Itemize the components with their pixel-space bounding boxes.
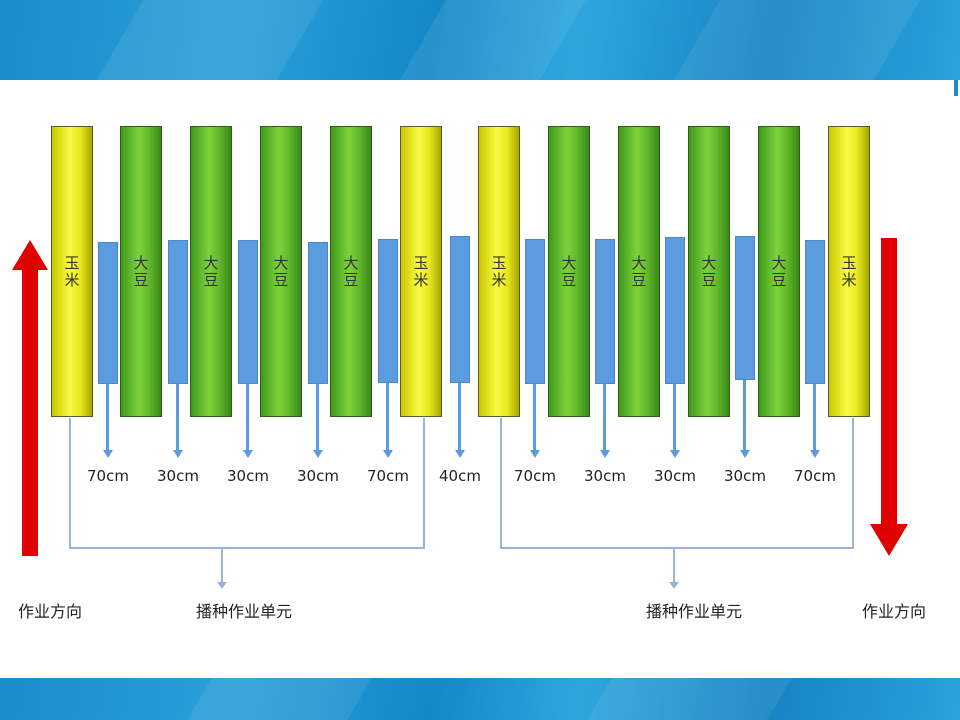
corn-row: 玉米 xyxy=(400,126,442,417)
bracket-left-stem xyxy=(221,549,223,583)
bracket-right-end xyxy=(852,418,854,548)
row-spacing-label: 70cm xyxy=(367,467,409,485)
gap-pointer xyxy=(458,383,461,450)
crop-label: 大豆 xyxy=(343,254,359,289)
gap-pointer xyxy=(743,380,746,450)
gap-pointer xyxy=(673,384,676,450)
gap-arrow-icon xyxy=(669,450,680,458)
gap-pointer xyxy=(176,384,179,450)
unit-label-left: 播种作业单元 xyxy=(196,602,293,621)
row-spacing-label: 70cm xyxy=(794,467,836,485)
gap-pointer xyxy=(106,384,109,450)
crop-label: 玉米 xyxy=(64,254,80,289)
crop-label: 玉米 xyxy=(413,254,429,289)
crop-label: 玉米 xyxy=(491,254,507,289)
bracket-left-start xyxy=(69,418,71,548)
gap-pointer xyxy=(533,384,536,450)
footer-banner xyxy=(0,678,960,720)
row-gap-strip xyxy=(450,236,470,383)
gap-pointer xyxy=(813,384,816,450)
row-spacing-label: 30cm xyxy=(297,467,339,485)
crop-label: 玉米 xyxy=(841,254,857,289)
soybean-row: 大豆 xyxy=(758,126,800,417)
gap-arrow-icon xyxy=(242,450,253,458)
row-spacing-label: 30cm xyxy=(227,467,269,485)
gap-arrow-icon xyxy=(102,450,113,458)
row-gap-strip xyxy=(665,237,685,384)
bracket-left-arrow-icon xyxy=(217,582,227,589)
arrow-down-icon xyxy=(870,238,908,556)
crop-label: 大豆 xyxy=(133,254,149,289)
gap-pointer xyxy=(246,384,249,450)
bracket-right-bar xyxy=(500,547,854,549)
gap-pointer xyxy=(603,384,606,450)
arrow-up-icon xyxy=(12,240,48,556)
unit-label-right: 播种作业单元 xyxy=(646,602,743,621)
gap-arrow-icon xyxy=(599,450,610,458)
crop-label: 大豆 xyxy=(203,254,219,289)
row-gap-strip xyxy=(168,240,188,384)
crop-label: 大豆 xyxy=(771,254,787,289)
bracket-left-end xyxy=(423,418,425,548)
crop-label: 大豆 xyxy=(273,254,289,289)
header-banner xyxy=(0,0,960,80)
crop-label: 大豆 xyxy=(701,254,717,289)
row-gap-strip xyxy=(805,240,825,384)
crop-label: 大豆 xyxy=(631,254,647,289)
corn-row: 玉米 xyxy=(51,126,93,417)
row-gap-strip xyxy=(525,239,545,384)
row-spacing-label: 30cm xyxy=(654,467,696,485)
gap-pointer xyxy=(386,383,389,450)
gap-arrow-icon xyxy=(529,450,540,458)
row-spacing-label: 30cm xyxy=(584,467,626,485)
gap-arrow-icon xyxy=(382,450,393,458)
soybean-row: 大豆 xyxy=(190,126,232,417)
direction-label-right: 作业方向 xyxy=(862,602,927,621)
row-gap-strip xyxy=(735,236,755,380)
soybean-row: 大豆 xyxy=(618,126,660,417)
soybean-row: 大豆 xyxy=(688,126,730,417)
row-gap-strip xyxy=(238,240,258,384)
row-spacing-label: 70cm xyxy=(514,467,556,485)
gap-arrow-icon xyxy=(739,450,750,458)
row-gap-strip xyxy=(98,242,118,384)
soybean-row: 大豆 xyxy=(120,126,162,417)
direction-label-left: 作业方向 xyxy=(18,602,83,621)
row-spacing-label: 30cm xyxy=(724,467,766,485)
banner-edge xyxy=(954,80,958,96)
row-gap-strip xyxy=(595,239,615,384)
row-gap-strip xyxy=(378,239,398,383)
bracket-left-bar xyxy=(69,547,425,549)
gap-arrow-icon xyxy=(454,450,465,458)
bracket-right-arrow-icon xyxy=(669,582,679,589)
row-spacing-label: 70cm xyxy=(87,467,129,485)
row-spacing-label: 30cm xyxy=(157,467,199,485)
soybean-row: 大豆 xyxy=(548,126,590,417)
crop-label: 大豆 xyxy=(561,254,577,289)
corn-row: 玉米 xyxy=(828,126,870,417)
soybean-row: 大豆 xyxy=(330,126,372,417)
corn-row: 玉米 xyxy=(478,126,520,417)
bracket-right-start xyxy=(500,418,502,548)
row-spacing-label: 40cm xyxy=(439,467,481,485)
soybean-row: 大豆 xyxy=(260,126,302,417)
row-gap-strip xyxy=(308,242,328,384)
bracket-right-stem xyxy=(673,549,675,583)
gap-arrow-icon xyxy=(172,450,183,458)
gap-pointer xyxy=(316,384,319,450)
gap-arrow-icon xyxy=(809,450,820,458)
gap-arrow-icon xyxy=(312,450,323,458)
